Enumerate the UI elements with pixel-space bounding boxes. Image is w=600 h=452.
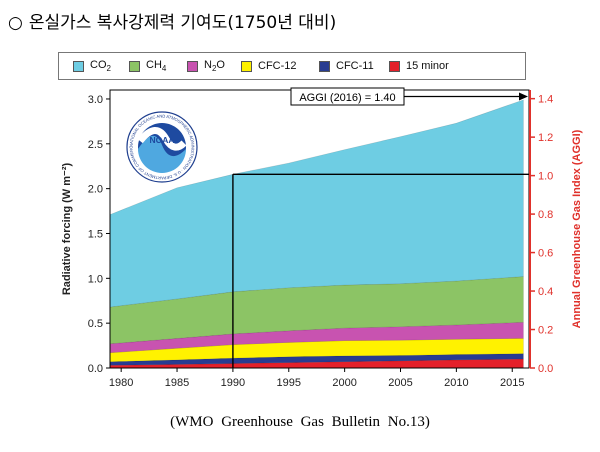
y-tick-label: 2.0 [88,184,103,196]
x-tick-label: 2010 [444,377,468,389]
legend-swatch-cfc11 [319,60,330,72]
y-tick-label: 0.5 [88,318,103,330]
right-tick-label: 0.0 [538,363,553,375]
legend-item-minor: 15 minor [389,59,449,73]
right-tick-label: 0.4 [538,286,553,298]
x-tick-label: 1985 [165,377,189,389]
right-tick-label: 0.2 [538,325,553,337]
y-tick-label: 1.5 [88,228,103,240]
page-title: ○ 온실가스 복사강제력 기여도(1750년 대비) [8,8,336,33]
right-axis-title: Annual Greenhouse Gas Index (AGGI) [571,129,583,328]
x-tick-label: 1990 [221,377,245,389]
legend-label-ch4: CH4 [146,58,167,74]
legend-item-n2o: N2O [187,59,225,73]
title-korean: 온실가스 복사강제력 기여도 [28,13,228,33]
x-tick-label: 1980 [109,377,133,389]
bullet-circle-icon: ○ [8,13,23,33]
right-tick-label: 0.6 [538,248,553,260]
area-series-cfc-12 [109,338,524,363]
radiative-forcing-chart: 0.0 0.5 1.0 1.5 2.0 2.5 3.0 1980 1985 1990 1995 200… [0,80,583,389]
legend-swatch-minor [389,60,400,72]
x-tick-label: 2015 [500,377,524,389]
right-tick-label: 0.8 [538,209,553,221]
y-tick-label: 2.5 [88,139,103,151]
y-tick-label: 1.0 [88,273,103,285]
legend-swatch-cfc12 [241,60,252,72]
x-tick-label: 2005 [388,377,412,389]
right-tick-label: 1.0 [538,171,553,183]
title-reference: (1750년 대비) [227,13,337,33]
aggi-annotation-text: AGGI (2016) = 1.40 [299,92,395,104]
legend-swatch-n2o [187,60,198,72]
noaa-logo-gull [137,127,187,151]
chart-legend: CO2 CH4 N2O CFC-12 CFC-11 15 minor [58,52,526,80]
legend-item-ch4: CH4 [129,59,166,73]
legend-label-cfc12: CFC-12 [258,60,297,72]
legend-label-minor: 15 minor [406,60,449,72]
y-tick-label: 0.0 [88,363,103,375]
x-tick-label: 1995 [277,377,301,389]
noaa-logo-text: NOAA [149,135,174,145]
legend-label-cfc11: CFC-11 [336,60,374,72]
legend-label-co2: CO2 [90,58,111,74]
legend-item-cfc11: CFC-11 [319,59,374,73]
area-series-n2o [109,321,524,354]
y-axis-title: Radiative forcing (W m⁻²) [61,163,73,296]
x-tick-label: 2000 [332,377,356,389]
legend-swatch-co2 [73,60,84,72]
legend-item-co2: CO2 [73,59,111,73]
area-series-co2 [109,99,524,308]
right-tick-label: 1.2 [538,132,553,144]
legend-swatch-ch4 [129,60,140,72]
noaa-logo-wave [138,135,186,173]
aggi-annotation-arrowhead [519,92,528,101]
figure-caption: (WMO Greenhouse Gas Bulletin No.13) [170,414,430,430]
right-tick-label: 1.4 [538,94,553,106]
legend-label-n2o: N2O [204,58,225,74]
area-series-ch4 [109,276,524,345]
y-tick-label: 3.0 [88,94,103,106]
legend-item-cfc12: CFC-12 [241,59,297,73]
